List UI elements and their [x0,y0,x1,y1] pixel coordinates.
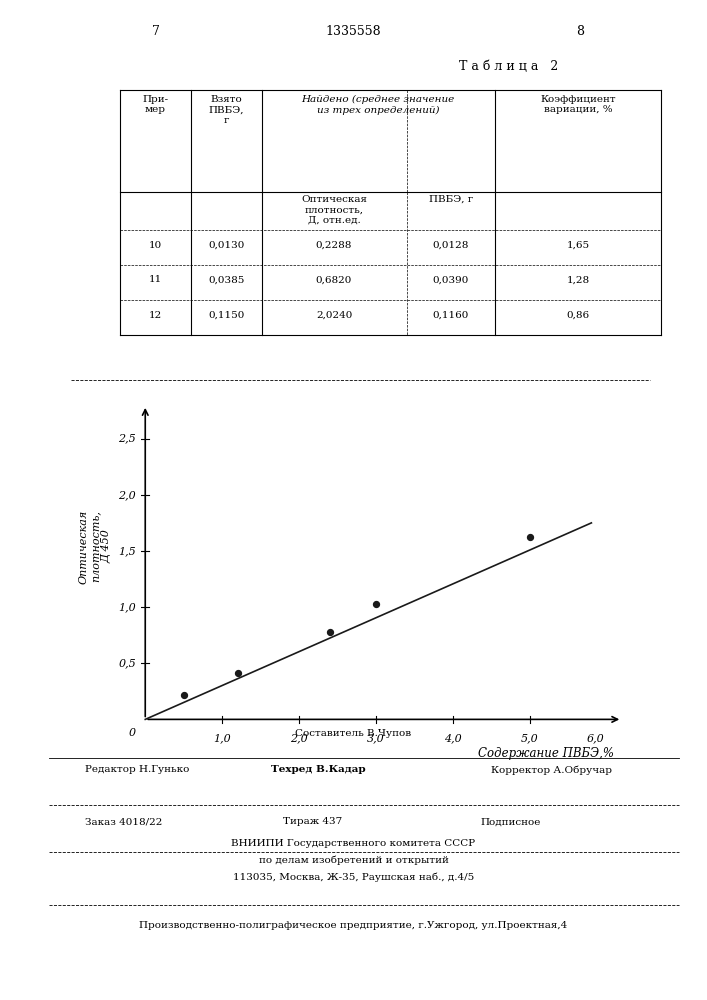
Text: Найдено (среднее значение
из трех определений): Найдено (среднее значение из трех опреде… [302,95,455,115]
Text: ПВБЭ, г: ПВБЭ, г [428,195,473,204]
Text: 3,0: 3,0 [367,733,385,743]
Text: 5,0: 5,0 [521,733,539,743]
Text: 0,0390: 0,0390 [433,275,469,284]
Text: Коэффициент
вариации, %: Коэффициент вариации, % [540,95,616,114]
Point [232,665,243,681]
Text: 8: 8 [575,25,584,38]
Text: 2,5: 2,5 [118,434,136,444]
Text: 4,0: 4,0 [444,733,462,743]
Text: Тираж 437: Тираж 437 [283,818,342,826]
Text: Содержание ПВБЭ,%: Содержание ПВБЭ,% [479,747,614,760]
Text: 6,0: 6,0 [586,733,604,743]
Point [178,687,189,703]
Text: При-
мер: При- мер [143,95,168,114]
Text: Взято
ПВБЭ,
г: Взято ПВБЭ, г [209,95,244,125]
Text: Оптическая
плотность,
Д 450: Оптическая плотность, Д 450 [78,509,112,584]
Point [370,596,382,612]
Text: 0,0385: 0,0385 [208,275,245,284]
Text: Техред В.Кадар: Техред В.Кадар [271,766,366,774]
Text: 0,0130: 0,0130 [208,240,245,249]
Text: 0,86: 0,86 [566,311,590,320]
Text: 0: 0 [129,728,136,738]
Text: 2,0: 2,0 [290,733,308,743]
Point [524,529,535,545]
Text: Корректор А.Обручар: Корректор А.Обручар [491,765,612,775]
Text: 1,0: 1,0 [118,602,136,612]
Text: 2,0240: 2,0240 [316,311,352,320]
Text: 0,0128: 0,0128 [433,240,469,249]
Text: Редактор Н.Гунько: Редактор Н.Гунько [85,766,189,774]
Text: Т а б л и ц а   2: Т а б л и ц а 2 [460,60,559,73]
Text: 0,1150: 0,1150 [208,311,245,320]
Text: 1,0: 1,0 [214,733,231,743]
Text: 12: 12 [149,311,162,320]
Point [325,624,336,640]
Text: 11: 11 [149,275,162,284]
Text: 2,0: 2,0 [118,490,136,500]
Text: 1335558: 1335558 [326,25,381,38]
Text: 7: 7 [151,25,160,38]
Text: Оптическая
плотность,
Д, отн.ед.: Оптическая плотность, Д, отн.ед. [301,195,367,225]
Text: 113035, Москва, Ж-35, Раушская наб., д.4/5: 113035, Москва, Ж-35, Раушская наб., д.4… [233,872,474,882]
Text: 0,1160: 0,1160 [433,311,469,320]
Text: 1,5: 1,5 [118,546,136,556]
Text: 1,28: 1,28 [566,275,590,284]
Text: 0,5: 0,5 [118,658,136,668]
Text: ВНИИПИ Государственного комитета СССР: ВНИИПИ Государственного комитета СССР [231,838,476,848]
Text: Производственно-полиграфическое предприятие, г.Ужгород, ул.Проектная,4: Производственно-полиграфическое предприя… [139,920,568,930]
Text: 0,2288: 0,2288 [316,240,352,249]
Text: 10: 10 [149,240,162,249]
Text: 0,6820: 0,6820 [316,275,352,284]
Text: Составитель В.Чупов: Составитель В.Чупов [296,729,411,738]
Text: 1,65: 1,65 [566,240,590,249]
Text: Заказ 4018/22: Заказ 4018/22 [85,818,162,826]
Text: по делам изобретений и открытий: по делам изобретений и открытий [259,855,448,865]
Text: Подписное: Подписное [481,818,541,826]
